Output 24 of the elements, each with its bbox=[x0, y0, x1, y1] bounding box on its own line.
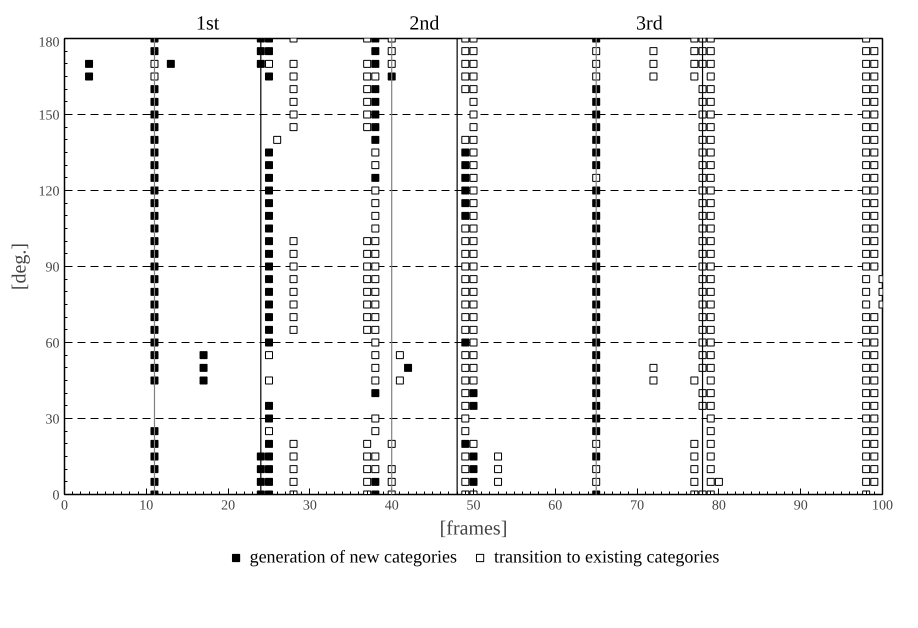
text: 2nd bbox=[409, 12, 440, 34]
x-tick-label: 90 bbox=[794, 498, 808, 514]
x-tick-label: 40 bbox=[384, 498, 399, 514]
x-tick-label: 70 bbox=[630, 498, 644, 514]
x-tick-label: 100 bbox=[872, 498, 893, 514]
x-axis-title: [frames] bbox=[440, 518, 508, 540]
y-tick-label: 60 bbox=[46, 336, 60, 352]
x-tick-label: 20 bbox=[221, 498, 236, 514]
y-tick-label: 180 bbox=[38, 36, 60, 50]
y-tick-label: 120 bbox=[38, 184, 60, 200]
text: 3rd bbox=[636, 12, 663, 34]
text: 1st bbox=[196, 12, 220, 34]
y-tick-label: 30 bbox=[46, 412, 60, 428]
x-tick-label: 30 bbox=[302, 498, 317, 514]
x-tick-label: 50 bbox=[466, 498, 480, 514]
x-tick-label: 10 bbox=[139, 498, 154, 514]
y-axis-title: [deg.] bbox=[8, 242, 30, 290]
x-tick-label: 60 bbox=[548, 498, 562, 514]
legend-label: transition to existing categories bbox=[494, 546, 720, 568]
y-tick-label: 90 bbox=[46, 260, 60, 276]
legend-label: generation of new categories bbox=[250, 546, 457, 568]
x-tick-label: 80 bbox=[712, 498, 726, 514]
y-tick-label: 150 bbox=[38, 108, 60, 124]
y-tick-label: 0 bbox=[52, 488, 60, 504]
